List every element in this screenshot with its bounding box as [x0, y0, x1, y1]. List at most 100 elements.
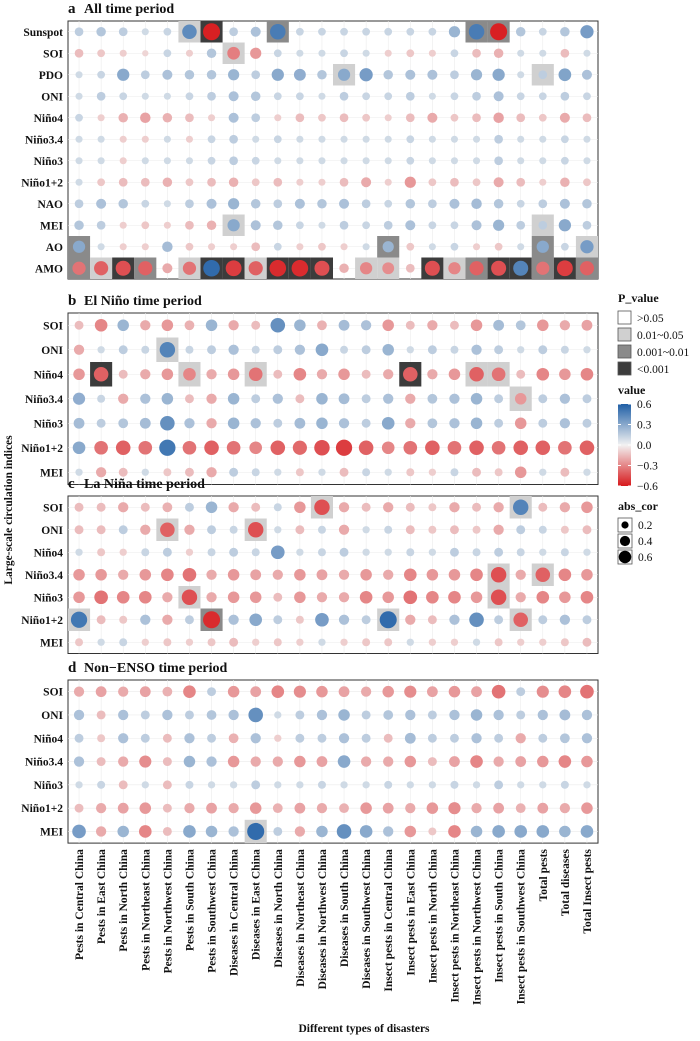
correlation-point: [382, 241, 394, 253]
correlation-point: [560, 638, 569, 647]
correlation-point: [118, 418, 129, 429]
correlation-point: [338, 592, 350, 603]
panel-a-letter: a: [68, 1, 76, 17]
correlation-point: [340, 135, 348, 143]
correlation-point: [182, 440, 197, 455]
correlation-point: [406, 548, 415, 557]
correlation-point: [472, 157, 481, 165]
correlation-point: [469, 612, 484, 628]
correlation-point: [161, 392, 174, 405]
correlation-point: [316, 709, 328, 721]
correlation-point: [318, 49, 326, 57]
correlation-point: [582, 615, 592, 625]
correlation-point: [204, 440, 219, 456]
correlation-point: [362, 638, 371, 647]
correlation-point: [74, 199, 84, 209]
row-label-sunspot: Sunspot: [23, 27, 63, 39]
correlation-point: [75, 135, 83, 143]
correlation-point: [448, 802, 461, 815]
correlation-point: [141, 243, 149, 251]
correlation-point: [184, 418, 195, 429]
correlation-point: [362, 221, 371, 230]
correlation-point: [339, 263, 349, 274]
correlation-point: [316, 685, 328, 698]
correlation-point: [270, 317, 286, 333]
correlation-point: [207, 733, 216, 743]
correlation-point: [162, 686, 173, 697]
x-tick-label-pests-in-south-china: Pests in South China: [184, 849, 196, 951]
panel-d-title: Non−ENSO time period: [84, 661, 228, 676]
correlation-point: [406, 242, 415, 251]
correlation-point: [294, 568, 306, 581]
correlation-point: [97, 157, 105, 165]
correlation-point: [427, 733, 437, 743]
correlation-point: [559, 803, 571, 814]
correlation-point: [583, 346, 591, 354]
correlation-point: [428, 468, 437, 476]
correlation-point: [247, 522, 264, 538]
correlation-point: [383, 569, 394, 580]
correlation-point: [207, 135, 216, 144]
correlation-point: [206, 69, 217, 80]
correlation-point: [119, 92, 128, 101]
correlation-point: [361, 345, 371, 355]
correlation-point: [405, 614, 416, 625]
correlation-point: [384, 178, 392, 186]
correlation-point: [316, 369, 328, 380]
correlation-point: [95, 826, 107, 837]
correlation-point: [516, 92, 525, 101]
correlation-point: [272, 756, 283, 767]
legend-pvalue-title: P_value: [618, 291, 659, 305]
correlation-point: [450, 242, 459, 251]
correlation-point: [162, 502, 173, 513]
row-label-soi: SOI: [43, 502, 63, 514]
correlation-point: [450, 638, 459, 646]
legend-pvalue-label: <0.001: [637, 364, 670, 376]
correlation-point: [119, 221, 127, 229]
correlation-point: [512, 499, 529, 515]
correlation-point: [314, 499, 330, 515]
correlation-point: [75, 548, 83, 556]
correlation-point: [361, 615, 371, 625]
correlation-point: [249, 802, 262, 814]
correlation-point: [582, 525, 592, 535]
correlation-point: [340, 49, 348, 58]
row-label-soi: SOI: [43, 48, 63, 60]
correlation-point: [404, 176, 416, 188]
correlation-point: [316, 592, 328, 603]
correlation-point: [358, 440, 374, 456]
correlation-point: [494, 418, 504, 428]
correlation-point: [75, 71, 83, 79]
correlation-point: [360, 686, 372, 697]
correlation-point: [73, 756, 85, 767]
correlation-point: [537, 755, 549, 768]
correlation-point: [273, 49, 282, 58]
correlation-point: [427, 320, 438, 331]
correlation-point: [294, 319, 306, 332]
correlation-point: [384, 49, 392, 57]
correlation-point: [560, 135, 569, 144]
correlation-point: [185, 638, 194, 646]
correlation-point: [72, 261, 86, 275]
correlation-point: [229, 637, 239, 647]
correlation-point: [73, 417, 85, 429]
correlation-point: [362, 157, 370, 165]
correlation-point: [381, 441, 395, 455]
correlation-point: [513, 260, 529, 276]
correlation-point: [317, 548, 326, 557]
correlation-point: [583, 781, 591, 789]
correlation-point: [381, 416, 395, 430]
correlation-point: [96, 710, 106, 720]
correlation-point: [183, 367, 196, 381]
correlation-point: [139, 417, 151, 429]
correlation-point: [404, 755, 417, 768]
correlation-point: [514, 466, 527, 479]
correlation-point: [539, 638, 547, 646]
correlation-point: [450, 525, 459, 535]
correlation-point: [471, 198, 482, 210]
correlation-point: [97, 135, 105, 143]
correlation-point: [274, 157, 282, 165]
correlation-point: [472, 467, 481, 477]
correlation-point: [296, 49, 304, 57]
correlation-point: [515, 569, 526, 580]
